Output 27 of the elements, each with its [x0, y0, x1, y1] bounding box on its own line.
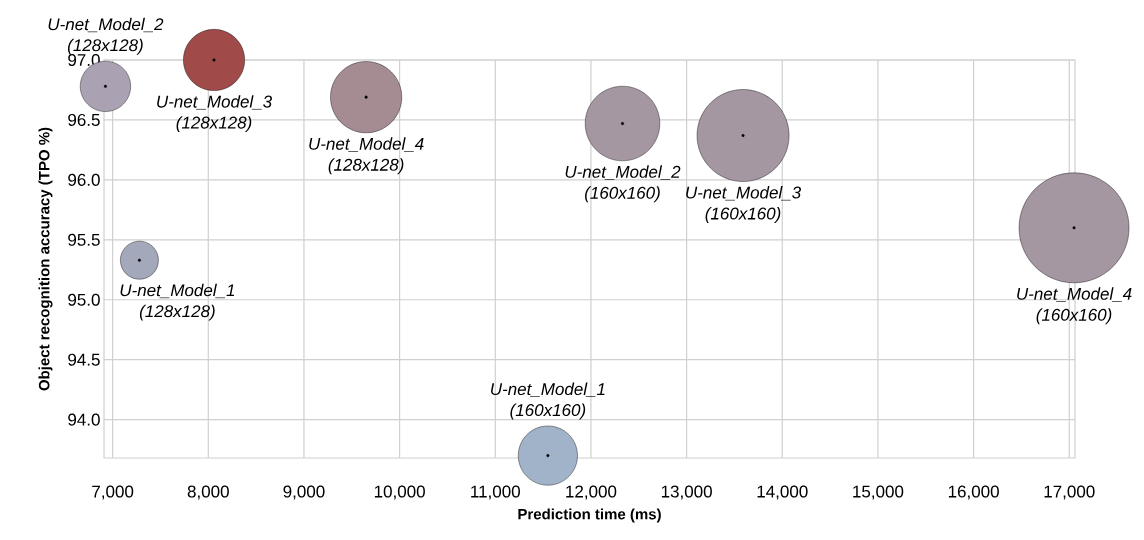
y-tick-label: 95.0 — [68, 293, 100, 306]
x-tick-label: 7,000 — [92, 485, 134, 500]
y-tick-label: 96.5 — [68, 113, 100, 126]
series-label: U-net_Model_3 (128x128) — [157, 95, 272, 132]
series-label: U-net_Model_3 (160x160) — [686, 186, 801, 223]
y-tick-label: 94.0 — [68, 413, 100, 426]
x-tick-label: 13,000 — [661, 485, 712, 500]
series-label: U-net_Model_4 (160x160) — [1017, 287, 1132, 325]
x-axis-title: Prediction time (ms) — [518, 508, 661, 523]
series-label: U-net_Model_1 (128x128) — [120, 283, 235, 321]
x-tick-label: 17,000 — [1044, 485, 1095, 500]
x-tick-label: 8,000 — [187, 485, 229, 500]
x-tick-label: 14,000 — [757, 485, 808, 500]
x-tick-label: 16,000 — [948, 485, 999, 500]
series-label: U-net_Model_1 (160x160) — [491, 382, 605, 420]
y-tick-label: 96.0 — [68, 173, 100, 186]
x-tick-label: 10,000 — [374, 485, 425, 500]
x-tick-label: 11,000 — [471, 485, 520, 500]
series-label: U-net_Model_4 (128x128) — [309, 137, 424, 175]
y-tick-label: 94.5 — [68, 353, 100, 366]
y-axis-title: Object recognition accuracy (TPO %) — [38, 127, 53, 391]
series-label: U-net_Model_2 (128x128) — [48, 17, 164, 55]
x-tick-label: 9,000 — [283, 485, 325, 500]
series-label: U-net_Model_2 (160x160) — [565, 165, 681, 203]
x-tick-label: 15,000 — [853, 485, 904, 500]
x-tick-label: 12,000 — [566, 485, 617, 500]
y-tick-label: 95.5 — [68, 233, 100, 246]
